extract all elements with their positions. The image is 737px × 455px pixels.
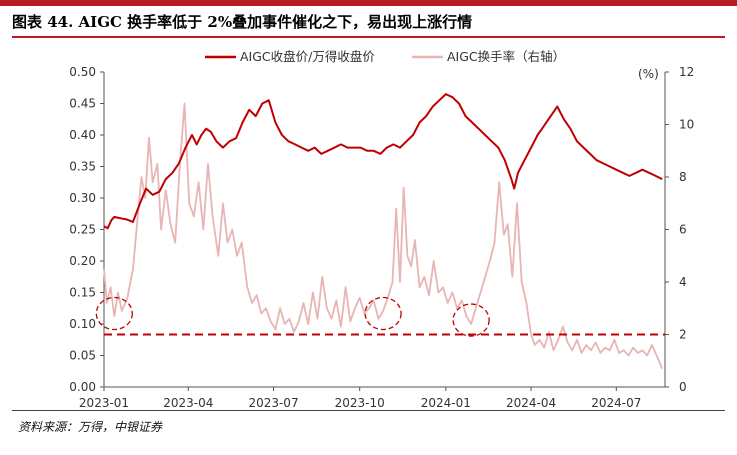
y-left-tick-label: 0.05 <box>69 349 96 363</box>
x-tick-label: 2024-01 <box>421 396 471 410</box>
y-right-tick-label: 8 <box>679 170 687 184</box>
x-tick-label: 2023-01 <box>79 396 129 410</box>
y-right-tick-label: 2 <box>679 328 687 342</box>
y-right-tick-label: 10 <box>679 118 694 132</box>
y-left-tick-label: 0.15 <box>69 286 96 300</box>
legend-label-price: AIGC收盘价/万得收盘价 <box>240 49 375 64</box>
x-tick-label: 2023-04 <box>163 396 213 410</box>
annotations-group <box>95 296 665 337</box>
y-left-tick-label: 0.50 <box>69 65 96 79</box>
legend-label-turnover: AIGC换手率（右轴） <box>447 49 565 64</box>
y-right-tick-label: 4 <box>679 275 687 289</box>
y-left-tick-label: 0.00 <box>69 380 96 394</box>
axes: 0.00 0.05 0.10 0.15 0.20 0.25 0.30 0.35 0.40 0.45… <box>69 65 694 410</box>
source-rule <box>12 410 725 411</box>
turnover-series-group <box>103 102 664 369</box>
y-right-tick-label: 12 <box>679 65 694 79</box>
highlight-circle <box>364 296 402 331</box>
y-right-tick-label: 0 <box>679 380 687 394</box>
y-left-tick-label: 0.25 <box>69 223 96 237</box>
x-tick-label: 2024-04 <box>506 396 556 410</box>
x-tick-label: 2024-07 <box>591 396 641 410</box>
price-series-line <box>103 93 663 230</box>
highlight-circle <box>452 303 490 337</box>
turnover-series-line <box>103 102 664 369</box>
y-right-tick-label: 6 <box>679 223 687 237</box>
top-accent-band <box>0 0 737 6</box>
title-rule <box>12 36 725 38</box>
y-left-tick-label: 0.10 <box>69 317 96 331</box>
y-left-tick-label: 0.20 <box>69 254 96 268</box>
highlight-circle <box>95 296 133 331</box>
y-left-tick-label: 0.40 <box>69 128 96 142</box>
y-left-tick-label: 0.35 <box>69 160 96 174</box>
source-note: 资料来源：万得，中银证券 <box>18 420 163 434</box>
figure-title: 图表 44. AIGC 换手率低于 2%叠加事件催化之下，易出现上涨行情 <box>12 13 473 31</box>
x-tick-label: 2023-07 <box>248 396 298 410</box>
x-tick-label: 2023-10 <box>335 396 385 410</box>
y-left-tick-label: 0.30 <box>69 191 96 205</box>
legend: AIGC收盘价/万得收盘价 AIGC换手率（右轴） <box>205 49 565 64</box>
y-left-tick-label: 0.45 <box>69 97 96 111</box>
right-axis-unit: (%) <box>638 67 659 81</box>
price-series-group <box>103 93 663 230</box>
